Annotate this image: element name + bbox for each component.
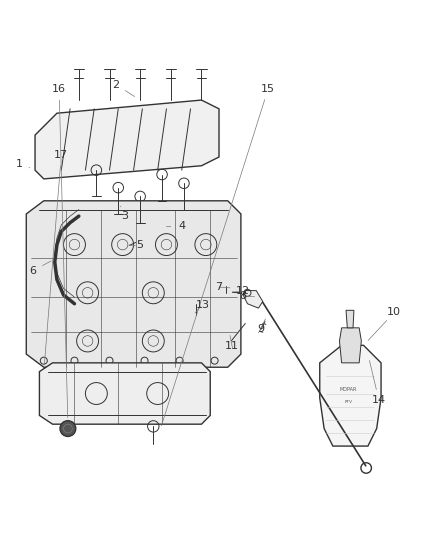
Polygon shape [26, 201, 241, 367]
Text: 3: 3 [121, 211, 128, 221]
Text: 11: 11 [225, 341, 239, 351]
Text: 15: 15 [261, 84, 275, 94]
Text: 10: 10 [387, 308, 401, 318]
Polygon shape [35, 100, 219, 179]
Text: MOPAR: MOPAR [339, 386, 357, 392]
Polygon shape [346, 310, 354, 328]
Text: 9: 9 [257, 324, 264, 334]
Circle shape [63, 293, 91, 321]
Text: 12: 12 [236, 286, 250, 296]
Text: 1: 1 [16, 159, 23, 168]
Text: 17: 17 [54, 150, 68, 160]
Text: RTV: RTV [344, 400, 352, 404]
Text: 14: 14 [372, 395, 386, 405]
Text: 16: 16 [52, 84, 66, 94]
Circle shape [60, 421, 76, 437]
Text: 4: 4 [178, 221, 185, 231]
Text: 5: 5 [137, 240, 144, 251]
Polygon shape [39, 363, 210, 424]
Polygon shape [339, 328, 361, 363]
Text: 2: 2 [113, 80, 120, 90]
Text: 13: 13 [195, 300, 209, 310]
Text: 8: 8 [240, 291, 247, 301]
Polygon shape [320, 345, 381, 446]
Text: 6: 6 [29, 266, 36, 276]
Polygon shape [243, 290, 263, 308]
Text: 7: 7 [215, 282, 223, 292]
